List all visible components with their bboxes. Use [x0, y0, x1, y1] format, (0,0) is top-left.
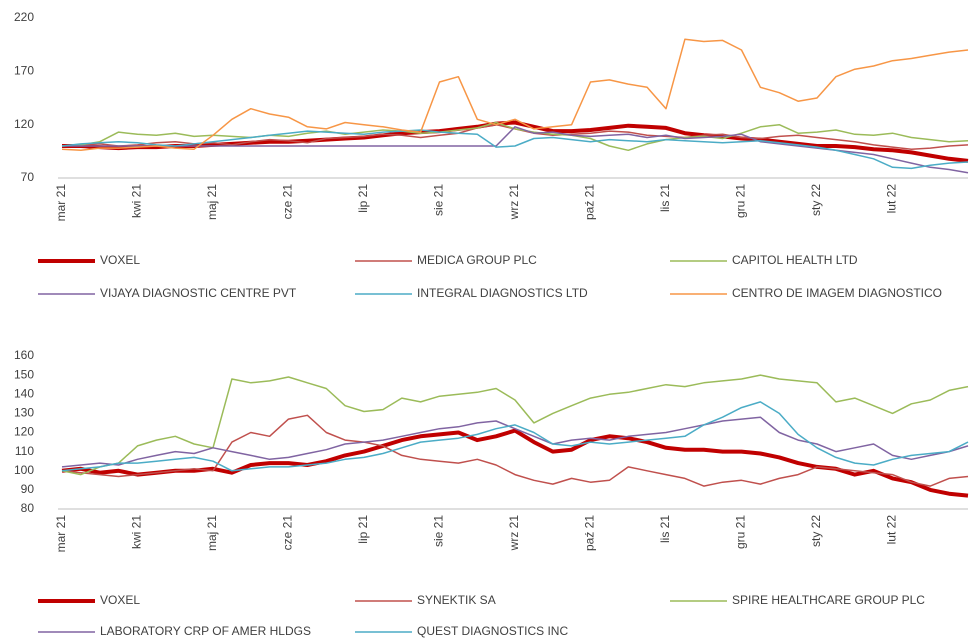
y-tick-label: 220	[14, 10, 34, 24]
x-tick-label: wrz 21	[507, 184, 521, 221]
x-tick-label: paź 21	[583, 184, 597, 220]
x-tick-label: kwi 21	[130, 515, 144, 549]
legend-label: LABORATORY CRP OF AMER HLDGS	[100, 624, 311, 638]
legend-label: SPIRE HEALTHCARE GROUP PLC	[732, 593, 925, 607]
legend-label: CENTRO DE IMAGEM DIAGNOSTICO	[732, 286, 942, 300]
x-tick-label: sty 22	[809, 184, 823, 216]
x-tick-label: maj 21	[205, 184, 219, 220]
y-tick-label: 90	[21, 482, 35, 496]
legend-label: QUEST DIAGNOSTICS INC	[417, 624, 568, 638]
legend-label: MEDICA GROUP PLC	[417, 253, 537, 267]
x-tick-label: sty 22	[809, 515, 823, 547]
y-tick-label: 150	[14, 367, 34, 381]
legend-label: VOXEL	[100, 253, 140, 267]
x-tick-label: lut 22	[885, 515, 899, 545]
series-line	[61, 416, 969, 468]
series-line	[61, 38, 969, 152]
x-tick-label: cze 21	[281, 515, 295, 551]
y-tick-label: 120	[14, 117, 34, 131]
x-tick-label: lip 21	[356, 515, 370, 544]
x-tick-label: gru 21	[734, 184, 748, 218]
x-tick-label: lip 21	[356, 184, 370, 213]
x-tick-label: maj 21	[205, 515, 219, 551]
legend-label: CAPITOL HEALTH LTD	[732, 253, 858, 267]
series-line	[61, 129, 969, 170]
x-tick-label: sie 21	[432, 184, 446, 216]
x-tick-label: lis 21	[658, 184, 672, 212]
series-line	[61, 428, 969, 498]
y-tick-label: 100	[14, 463, 34, 477]
y-tick-label: 70	[21, 170, 35, 184]
series-line	[61, 414, 969, 487]
series-line	[62, 126, 969, 174]
y-tick-label: 130	[14, 406, 34, 420]
x-tick-label: wrz 21	[507, 515, 521, 552]
x-tick-label: lut 22	[885, 184, 899, 214]
x-tick-label: gru 21	[734, 515, 748, 549]
legend-label: VIJAYA DIAGNOSTIC CENTRE PVT	[100, 286, 297, 300]
legend-label: INTEGRAL DIAGNOSTICS LTD	[417, 286, 588, 300]
x-tick-label: mar 21	[54, 184, 68, 222]
y-tick-label: 160	[14, 348, 34, 362]
x-tick-label: kwi 21	[130, 184, 144, 218]
x-tick-label: sie 21	[432, 515, 446, 547]
x-tick-label: lis 21	[658, 515, 672, 543]
x-tick-label: mar 21	[54, 515, 68, 553]
series-line	[62, 120, 969, 163]
legend-label: VOXEL	[100, 593, 140, 607]
y-tick-label: 120	[14, 425, 34, 439]
x-tick-label: cze 21	[281, 184, 295, 220]
y-tick-label: 170	[14, 64, 34, 78]
y-tick-label: 140	[14, 386, 34, 400]
legend-label: SYNEKTIK SA	[417, 593, 496, 607]
y-tick-label: 110	[15, 444, 34, 458]
series-line	[61, 401, 969, 472]
y-tick-label: 80	[21, 501, 35, 515]
x-tick-label: paź 21	[583, 515, 597, 551]
